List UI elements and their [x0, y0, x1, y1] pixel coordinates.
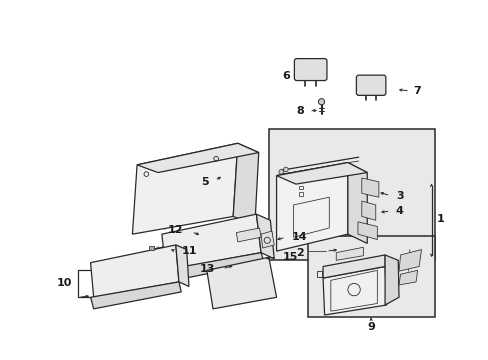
Text: 5: 5 [201, 177, 208, 187]
Text: 11: 11 [181, 246, 196, 256]
Bar [316, 271, 322, 276]
Polygon shape [162, 253, 264, 282]
Bar [307, 236, 434, 316]
Text: 6: 6 [282, 71, 290, 81]
Bar [149, 247, 154, 250]
Text: 13: 13 [199, 264, 214, 274]
Circle shape [278, 170, 283, 174]
Polygon shape [236, 228, 261, 242]
Bar [299, 186, 302, 189]
Text: 10: 10 [57, 278, 72, 288]
Polygon shape [256, 214, 274, 259]
Polygon shape [233, 143, 258, 225]
Polygon shape [398, 270, 417, 285]
Polygon shape [323, 266, 386, 315]
Circle shape [283, 167, 287, 172]
Polygon shape [323, 255, 384, 278]
Polygon shape [90, 245, 179, 297]
Polygon shape [361, 178, 378, 197]
Polygon shape [347, 163, 366, 243]
FancyBboxPatch shape [356, 75, 385, 95]
Polygon shape [176, 245, 189, 287]
Bar [268, 130, 434, 260]
Text: 12: 12 [168, 225, 183, 235]
Polygon shape [336, 247, 363, 260]
Text: 7: 7 [413, 86, 421, 96]
Text: 14: 14 [291, 232, 307, 242]
Text: 2: 2 [295, 248, 303, 258]
Text: 9: 9 [366, 321, 374, 332]
FancyBboxPatch shape [294, 59, 326, 81]
Polygon shape [384, 255, 398, 305]
Text: 8: 8 [295, 106, 303, 116]
Text: 3: 3 [395, 191, 403, 201]
Polygon shape [276, 163, 347, 251]
Polygon shape [137, 143, 258, 172]
Polygon shape [357, 222, 377, 239]
Polygon shape [132, 143, 237, 234]
Circle shape [318, 99, 324, 105]
Text: 1: 1 [436, 214, 444, 224]
Bar [299, 192, 302, 195]
Polygon shape [90, 282, 181, 309]
Text: 15: 15 [282, 252, 298, 262]
Polygon shape [206, 257, 276, 309]
Polygon shape [361, 201, 375, 220]
Polygon shape [162, 214, 261, 270]
Polygon shape [261, 231, 274, 248]
Text: 4: 4 [395, 206, 403, 216]
Polygon shape [398, 249, 421, 271]
Polygon shape [276, 163, 366, 184]
